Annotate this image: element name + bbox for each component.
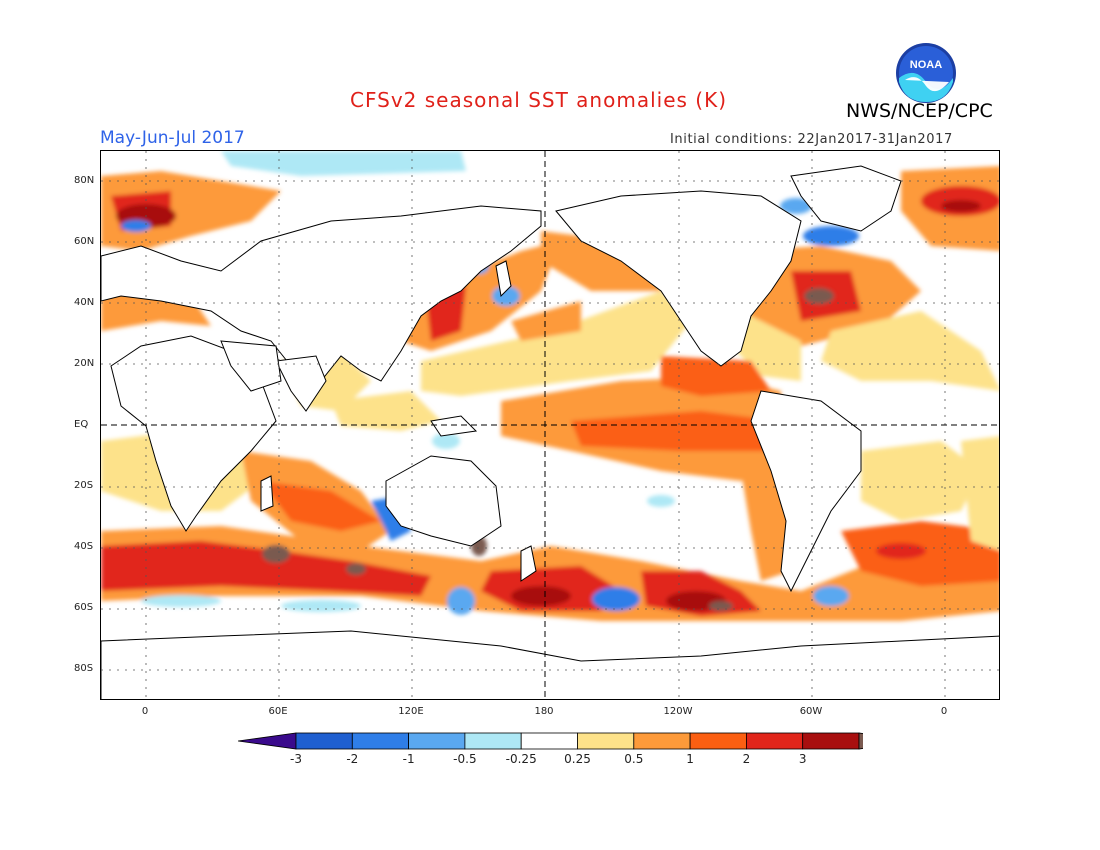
logo-text: NOAA <box>910 59 942 71</box>
colorbar-segment <box>633 732 691 750</box>
colorbar-segment <box>408 732 466 750</box>
colorbar-segment <box>802 732 860 750</box>
colorbar-segment <box>464 732 522 750</box>
lon-label: 60E <box>268 706 288 717</box>
lat-label: 40S <box>74 541 94 552</box>
lat-label: 80S <box>74 663 94 674</box>
lat-label: 60N <box>74 236 95 247</box>
colorbar-segment <box>520 732 578 750</box>
colorbar-segment <box>351 732 410 750</box>
colorbar-segment <box>858 732 863 750</box>
lon-label: 60W <box>799 706 823 717</box>
colorbar-tick-label: -1 <box>402 752 415 766</box>
colorbar-segment <box>295 732 353 750</box>
graticule <box>101 151 999 699</box>
lon-label: 180 <box>534 706 554 717</box>
land-masses <box>101 165 999 699</box>
lat-label: 40N <box>74 297 95 308</box>
map-canvas <box>101 151 999 699</box>
colorbar-tick-label: 2 <box>742 752 751 766</box>
lon-label: 0 <box>141 706 149 717</box>
lat-label: 20S <box>74 480 94 491</box>
colorbar-segment <box>577 732 635 750</box>
colorbar-tick-label: 0.5 <box>624 752 644 766</box>
lon-label: 0 <box>940 706 948 717</box>
colorbar <box>238 732 863 750</box>
sst-anomaly-map <box>100 150 1000 700</box>
colorbar-tick-label: 0.25 <box>564 752 591 766</box>
lon-label: 120W <box>663 706 693 717</box>
lat-label: 20N <box>74 358 95 369</box>
initial-conditions: Initial conditions: 22Jan2017-31Jan2017 <box>670 132 953 147</box>
anomaly-field <box>101 151 999 621</box>
lon-label: 120E <box>398 706 424 717</box>
forecast-period: May-Jun-Jul 2017 <box>100 128 245 148</box>
colorbar-tick-label: -0.25 <box>505 752 537 766</box>
map-title: CFSv2 seasonal SST anomalies (K) <box>350 88 727 112</box>
colorbar-segment <box>745 732 804 750</box>
colorbar-tick-label: -3 <box>290 752 302 766</box>
colorbar-tick-label: -2 <box>346 752 359 766</box>
lat-label: EQ <box>74 419 89 430</box>
lat-label: 80N <box>74 175 95 186</box>
colorbar-tick-label: 3 <box>798 752 807 766</box>
colorbar-tick-label: -0.5 <box>453 752 477 766</box>
colorbar-segment <box>689 732 747 750</box>
reference-lines <box>101 151 999 699</box>
lat-label: 60S <box>74 602 94 613</box>
colorbar-tick-label: 1 <box>686 752 694 766</box>
colorbar-segment <box>238 732 297 750</box>
noaa-logo: NOAA <box>896 43 956 103</box>
agency-label: NWS/NCEP/CPC <box>846 100 993 122</box>
